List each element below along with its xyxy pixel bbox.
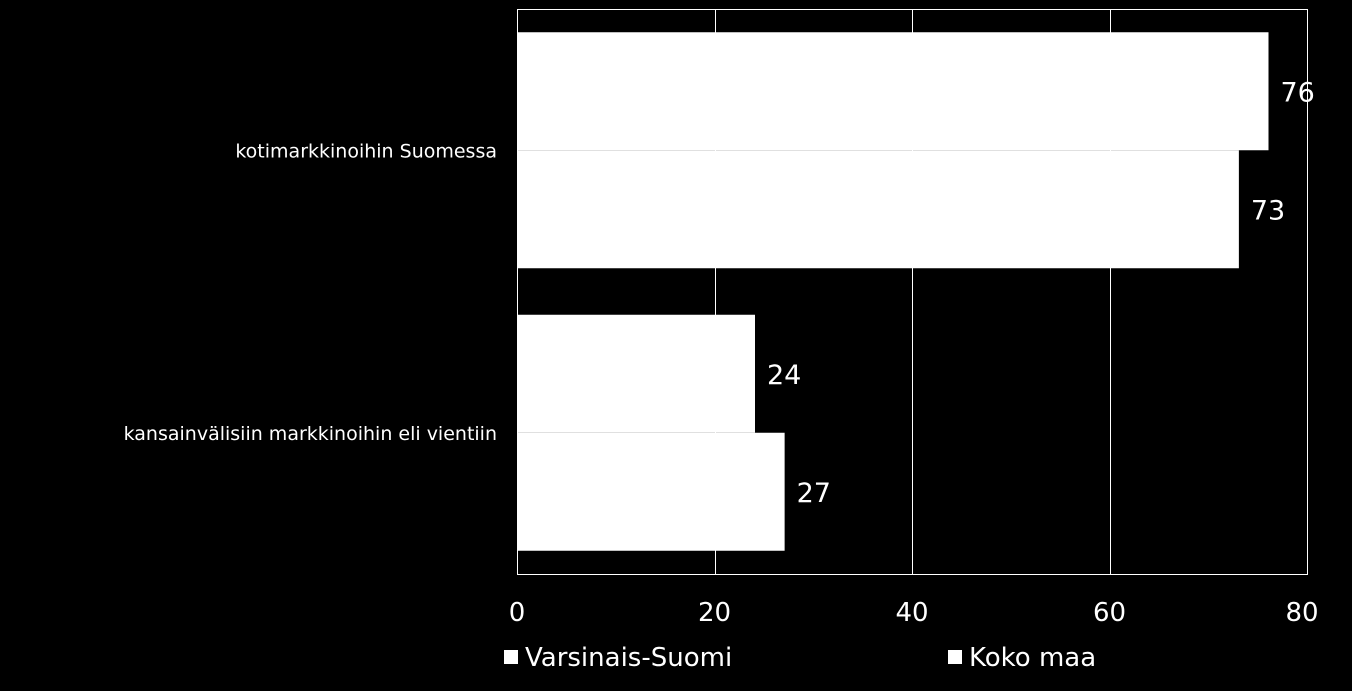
value-axis: 0 20 40 60 80	[509, 598, 1319, 628]
legend-swatch-varsinais-suomi	[504, 650, 518, 664]
category-label-0: kotimarkkinoihin Suomessa	[235, 140, 497, 162]
legend-label-varsinais-suomi: Varsinais-Suomi	[525, 643, 732, 673]
bar-varsinais-suomi-1	[518, 314, 755, 433]
legend: Varsinais-Suomi Koko maa	[504, 643, 1096, 673]
bar-koko-maa-0	[518, 150, 1239, 269]
legend-label-koko-maa: Koko maa	[969, 643, 1096, 673]
bar-koko-maa-1	[518, 432, 785, 551]
bars-group	[518, 32, 1269, 551]
data-labels: 76 73 24 27	[767, 77, 1315, 509]
data-label-varsinais-suomi-1: 24	[767, 360, 801, 391]
x-tick-label-80: 80	[1285, 598, 1318, 628]
data-label-koko-maa-1: 27	[797, 478, 831, 509]
x-tick-label-20: 20	[698, 598, 731, 628]
x-tick-label-0: 0	[509, 598, 526, 628]
bar-varsinais-suomi-0	[518, 32, 1269, 151]
data-label-koko-maa-0: 73	[1251, 195, 1285, 226]
x-tick-label-60: 60	[1093, 598, 1126, 628]
data-label-varsinais-suomi-0: 76	[1281, 77, 1315, 108]
x-tick-label-40: 40	[895, 598, 928, 628]
plot-area-border	[517, 9, 1308, 575]
category-label-1: kansainvälisiin markkinoihin eli vientii…	[124, 423, 497, 445]
legend-swatch-koko-maa	[948, 650, 962, 664]
category-axis: kotimarkkinoihin Suomessa kansainvälisiin…	[124, 140, 497, 445]
